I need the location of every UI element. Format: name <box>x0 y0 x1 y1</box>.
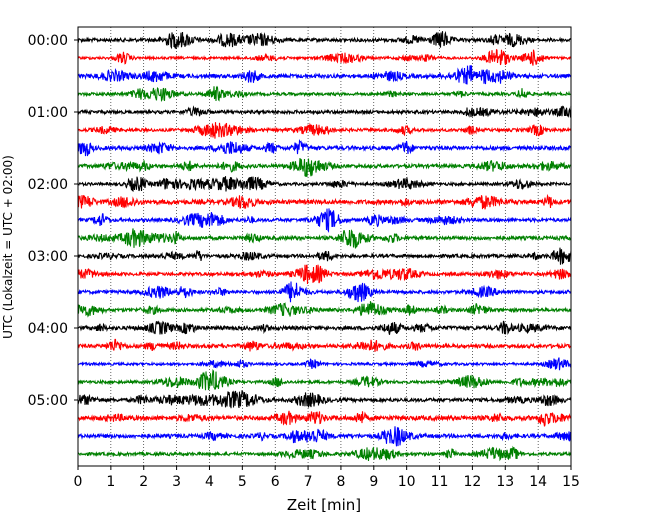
x-tick-label: 13 <box>496 474 514 490</box>
x-tick-label: 11 <box>431 474 449 490</box>
x-tick-label: 0 <box>74 474 83 490</box>
seismogram-trace <box>77 338 572 352</box>
y-tick-label: 02:00 <box>28 177 68 193</box>
seismogram-trace <box>77 389 572 409</box>
y-tick-label: 05:00 <box>28 393 68 409</box>
y-axis-ticks: 00:00 01:00 02:00 03:00 04:00 05:00 <box>28 33 78 409</box>
seismogram-trace <box>77 30 572 50</box>
x-tick-label: 15 <box>562 474 580 490</box>
seismogram-trace <box>77 445 572 462</box>
seismogram-trace <box>77 357 572 371</box>
y-axis-label: UTC (Lokalzeit = UTC + 02:00) <box>1 155 15 339</box>
seismogram-trace <box>77 410 572 427</box>
x-tick-label: 1 <box>106 474 115 490</box>
seismogram-trace <box>77 193 572 210</box>
plot-frame <box>77 26 572 467</box>
y-tick-label: 00:00 <box>28 33 68 49</box>
seismogram-trace <box>77 48 572 66</box>
seismogram-trace <box>77 301 572 318</box>
x-tick-label: 7 <box>304 474 313 490</box>
x-tick-label: 2 <box>139 474 148 490</box>
x-tick-label: 9 <box>369 474 378 490</box>
x-tick-label: 3 <box>172 474 181 490</box>
seismogram-trace <box>77 320 572 335</box>
seismogram-trace <box>77 208 572 234</box>
minute-grid <box>110 27 539 466</box>
x-tick-label: 10 <box>398 474 416 490</box>
seismogram-traces <box>77 30 572 462</box>
x-axis-label: Zeit [min] <box>287 496 361 514</box>
x-tick-label: 4 <box>205 474 214 490</box>
x-axis-ticks: 0 1 2 3 4 5 6 7 8 9 10 11 12 13 14 15 <box>74 466 580 490</box>
x-tick-label: 12 <box>463 474 481 490</box>
y-tick-label: 03:00 <box>28 249 68 265</box>
seismogram-trace <box>77 157 572 177</box>
x-tick-label: 14 <box>529 474 547 490</box>
seismogram-trace <box>77 228 572 249</box>
x-tick-label: 6 <box>271 474 280 490</box>
seismogram-trace <box>77 105 572 118</box>
seismogram-trace <box>77 65 572 85</box>
seismogram-trace <box>77 426 572 447</box>
seismogram-trace <box>77 138 572 157</box>
x-tick-label: 8 <box>336 474 345 490</box>
seismogram-trace <box>77 176 572 193</box>
seismogram-trace <box>77 85 572 103</box>
seismogram-trace <box>77 122 572 139</box>
seismogram-trace <box>77 369 572 391</box>
seismogram-trace <box>77 264 572 284</box>
x-tick-label: 5 <box>238 474 247 490</box>
y-tick-label: 01:00 <box>28 105 68 121</box>
seismogram-trace <box>77 247 572 265</box>
y-tick-label: 04:00 <box>28 321 68 337</box>
seismogram-trace <box>77 281 572 303</box>
